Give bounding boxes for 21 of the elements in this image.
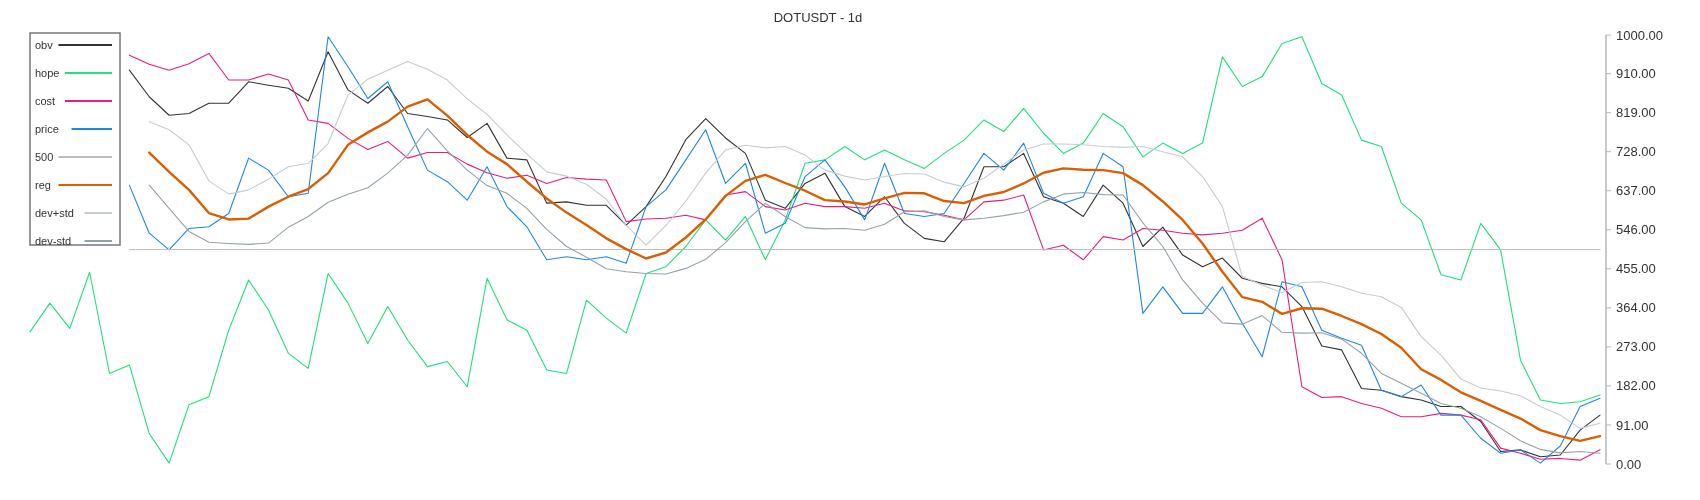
legend-label: reg: [35, 178, 51, 191]
y-tick-label: 728.00: [1616, 144, 1656, 160]
legend-label: 500: [35, 150, 54, 163]
legend-label: price: [35, 122, 59, 135]
y-tick-label: 273.00: [1616, 339, 1656, 355]
legend-label: hope: [35, 66, 60, 79]
legend-label: dev-std: [35, 234, 72, 247]
y-tick-label: 637.00: [1616, 183, 1656, 199]
y-tick-label: 910.00: [1616, 66, 1656, 82]
y-tick-label: 455.00: [1616, 261, 1656, 277]
y-tick-label: 1000.00: [1616, 27, 1663, 43]
y-tick-label: 364.00: [1616, 300, 1656, 316]
y-tick-label: 819.00: [1616, 105, 1656, 121]
chart-title: DOTUSDT - 1d: [773, 10, 863, 25]
y-tick-label: 546.00: [1616, 222, 1656, 238]
legend-label: dev+std: [35, 206, 74, 219]
legend-label: cost: [35, 94, 56, 107]
legend-label: obv: [35, 38, 54, 51]
y-tick-label: 91.00: [1616, 417, 1649, 433]
y-tick-label: 182.00: [1616, 378, 1656, 394]
y-tick-label: 0.00: [1616, 456, 1642, 472]
